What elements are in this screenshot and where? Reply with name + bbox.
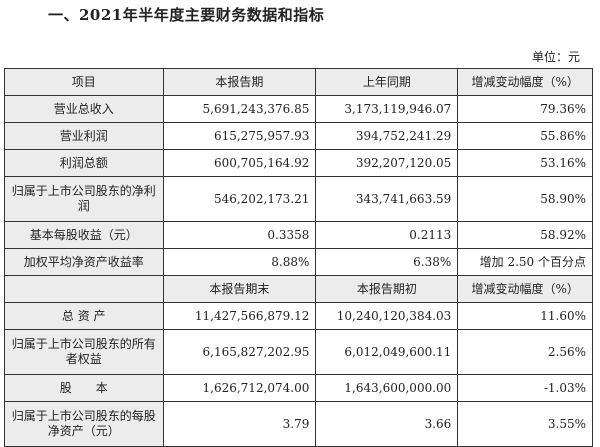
row-label: 归属于上市公司股东的每股净资产（元） [4, 401, 164, 447]
current-value: 8.88% [162, 248, 317, 276]
prior-value: 392,207,120.05 [315, 149, 459, 177]
table-row: 总 资 产 11,427,566,879.12 10,240,120,384.03 1… [4, 302, 593, 330]
prior-value: 343,741,663.59 [315, 176, 459, 222]
table-row: 归属于上市公司股东的净利润 546,202,173.21 343,741,663.5… [4, 176, 593, 222]
table-header-row: 本报告期末 本报告期初 增减变动幅度（%） [4, 275, 593, 303]
current-value: 600,705,164.92 [162, 149, 317, 177]
table-row: 营业利润 615,275,957.93 394,752,241.29 55.86% [4, 122, 593, 150]
change-value: 58.92% [457, 221, 593, 249]
table-row: 归属于上市公司股东的所有者权益 6,165,827,202.95 6,012,049… [4, 329, 593, 375]
column-header: 上年同期 [315, 68, 459, 96]
row-label: 营业利润 [4, 122, 164, 150]
row-label: 归属于上市公司股东的所有者权益 [4, 329, 164, 375]
prior-value: 3.66 [315, 401, 459, 447]
unit-label: 单位：元 [531, 50, 580, 64]
prior-value: 6.38% [315, 248, 459, 276]
change-value: 2.56% [457, 329, 593, 375]
current-value: 0.3358 [162, 221, 317, 249]
table-row: 加权平均净资产收益率 8.88% 6.38% 增加 2.50 个百分点 [4, 248, 593, 276]
row-label: 股 本 [4, 374, 164, 402]
current-value: 5,691,243,376.85 [162, 95, 317, 123]
current-value: 3.79 [162, 401, 317, 447]
change-value: 3.55% [457, 401, 593, 447]
change-value: 增加 2.50 个百分点 [457, 248, 593, 276]
change-value: 11.60% [457, 302, 593, 330]
row-label: 归属于上市公司股东的净利润 [4, 176, 164, 222]
row-label: 基本每股收益（元） [4, 221, 164, 249]
financial-data-table: 项目 本报告期 上年同期 增减变动幅度（%） 营业总收入 5,691,243,376.85… [4, 68, 593, 447]
change-value: 53.16% [457, 149, 593, 177]
prior-value: 1,643,600,000.00 [315, 374, 459, 402]
section-title: 一、2021年半年度主要财务数据和指标 [48, 6, 325, 24]
prior-value: 10,240,120,384.03 [315, 302, 459, 330]
prior-value: 0.2113 [315, 221, 459, 249]
table-row: 归属于上市公司股东的每股净资产（元） 3.79 3.66 3.55% [4, 401, 593, 447]
column-header: 本报告期初 [315, 275, 459, 303]
column-header: 增减变动幅度（%） [457, 68, 593, 96]
table-row: 营业总收入 5,691,243,376.85 3,173,119,946.07 79.… [4, 95, 593, 123]
change-value: 79.36% [457, 95, 593, 123]
current-value: 1,626,712,074.00 [162, 374, 317, 402]
change-value: -1.03% [457, 374, 593, 402]
prior-value: 394,752,241.29 [315, 122, 459, 150]
column-header: 本报告期 [162, 68, 317, 96]
prior-value: 3,173,119,946.07 [315, 95, 459, 123]
row-label: 营业总收入 [4, 95, 164, 123]
current-value: 615,275,957.93 [162, 122, 317, 150]
current-value: 11,427,566,879.12 [162, 302, 317, 330]
change-value: 55.86% [457, 122, 593, 150]
column-header [4, 275, 164, 303]
table-header-row: 项目 本报告期 上年同期 增减变动幅度（%） [4, 68, 593, 96]
table-row: 利润总额 600,705,164.92 392,207,120.05 53.16% [4, 149, 593, 177]
change-value: 58.90% [457, 176, 593, 222]
column-header: 增减变动幅度（%） [457, 275, 593, 303]
table-row: 股 本 1,626,712,074.00 1,643,600,000.00 -1.03… [4, 374, 593, 402]
column-header: 本报告期末 [162, 275, 317, 303]
row-label: 总 资 产 [4, 302, 164, 330]
current-value: 6,165,827,202.95 [162, 329, 317, 375]
prior-value: 6,012,049,600.11 [315, 329, 459, 375]
row-label: 利润总额 [4, 149, 164, 177]
column-header: 项目 [4, 68, 164, 96]
row-label: 加权平均净资产收益率 [4, 248, 164, 276]
current-value: 546,202,173.21 [162, 176, 317, 222]
table-row: 基本每股收益（元） 0.3358 0.2113 58.92% [4, 221, 593, 249]
